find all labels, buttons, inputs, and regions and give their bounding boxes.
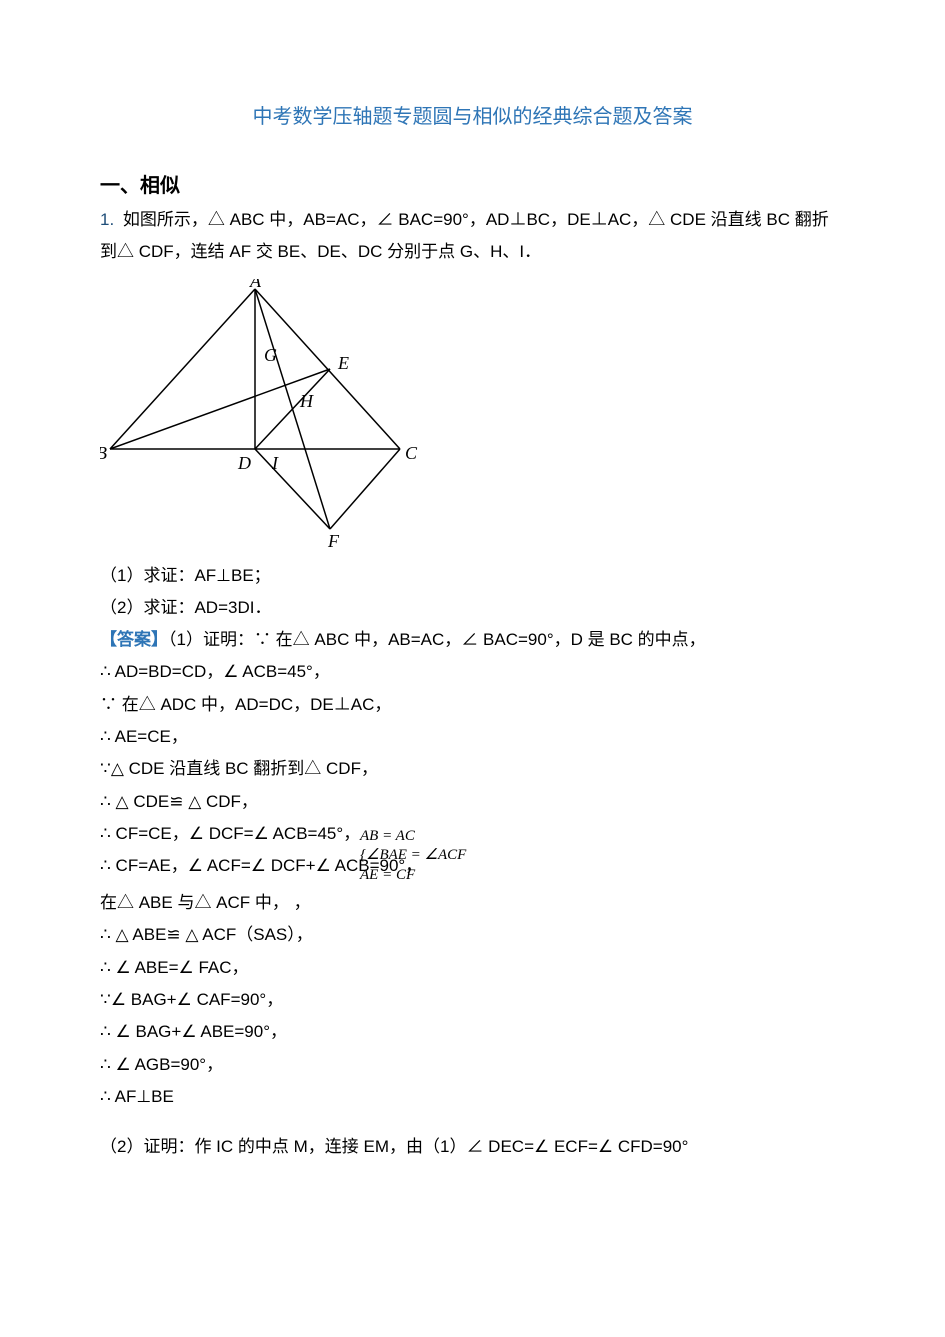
geometry-figure: A B C D E F G H I <box>100 279 845 554</box>
ans1b-4: ∴ ∠ AGB=90°， <box>100 1049 845 1081</box>
math-cond-1: AB = AC <box>360 827 845 847</box>
problem-line-2: 到△ CDF，连结 AF 交 BE、DE、DC 分别于点 G、H、I． <box>100 236 845 268</box>
cond-tail: ， <box>294 893 311 912</box>
answer-label: 【答案】 <box>100 630 168 649</box>
label-H: H <box>299 391 314 411</box>
ans1b-2: ∵∠ BAG+∠ CAF=90°， <box>100 984 845 1016</box>
page-title: 中考数学压轴题专题圆与相似的经典综合题及答案 <box>100 100 845 129</box>
ans1-2: ∵ 在△ ADC 中，AD=DC，DE⊥AC， <box>100 689 845 721</box>
math-conditions: AB = AC {∠BAE = ∠ACF AE = CF <box>360 827 845 886</box>
question-1: （1）求证：AF⊥BE； <box>100 560 845 592</box>
ans1-1: ∴ AD=BD=CD，∠ ACB=45°， <box>100 656 845 688</box>
math-cond-2: {∠BAE = ∠ACF <box>360 846 845 866</box>
problem-number: 1. <box>100 210 119 229</box>
ans1-0: （1）证明：∵ 在△ ABC 中，AB=AC，∠ BAC=90°，D 是 BC … <box>168 630 706 649</box>
problem-line-1: 1. 如图所示，△ ABC 中，AB=AC，∠ BAC=90°，AD⊥BC，DE… <box>100 204 845 236</box>
label-F: F <box>327 531 340 549</box>
label-A: A <box>249 279 262 291</box>
label-B: B <box>100 443 107 463</box>
ans1b-5: ∴ AF⊥BE <box>100 1081 845 1113</box>
ans2-line: （2）证明：作 IC 的中点 M，连接 EM，由（1）∠ DEC=∠ ECF=∠… <box>100 1131 845 1163</box>
label-I: I <box>271 453 279 473</box>
section-heading: 一、相似 <box>100 169 845 198</box>
cond-row: 在△ ABE 与△ ACF 中， ， <box>100 887 845 919</box>
ans1-4: ∵△ CDE 沿直线 BC 翻折到△ CDF， <box>100 753 845 785</box>
ans1-3: ∴ AE=CE， <box>100 721 845 753</box>
label-G: G <box>264 345 277 365</box>
question-2: （2）求证：AD=3DI． <box>100 592 845 624</box>
ans1b-1: ∴ ∠ ABE=∠ FAC， <box>100 952 845 984</box>
ans1b-0: ∴ △ ABE≌ △ ACF（SAS）， <box>100 919 845 951</box>
answer-line-0: 【答案】（1）证明：∵ 在△ ABC 中，AB=AC，∠ BAC=90°，D 是… <box>100 624 845 656</box>
ans1-5: ∴ △ CDE≌ △ CDF， <box>100 786 845 818</box>
problem-text-a: 如图所示，△ ABC 中，AB=AC，∠ BAC=90°，AD⊥BC，DE⊥AC… <box>123 210 829 229</box>
label-D: D <box>237 453 251 473</box>
math-cond-3: AE = CF <box>360 866 845 886</box>
label-E: E <box>337 353 349 373</box>
ans1b-3: ∴ ∠ BAG+∠ ABE=90°， <box>100 1016 845 1048</box>
label-C: C <box>405 443 418 463</box>
cond-row-text: 在△ ABE 与△ ACF 中， <box>100 893 289 912</box>
